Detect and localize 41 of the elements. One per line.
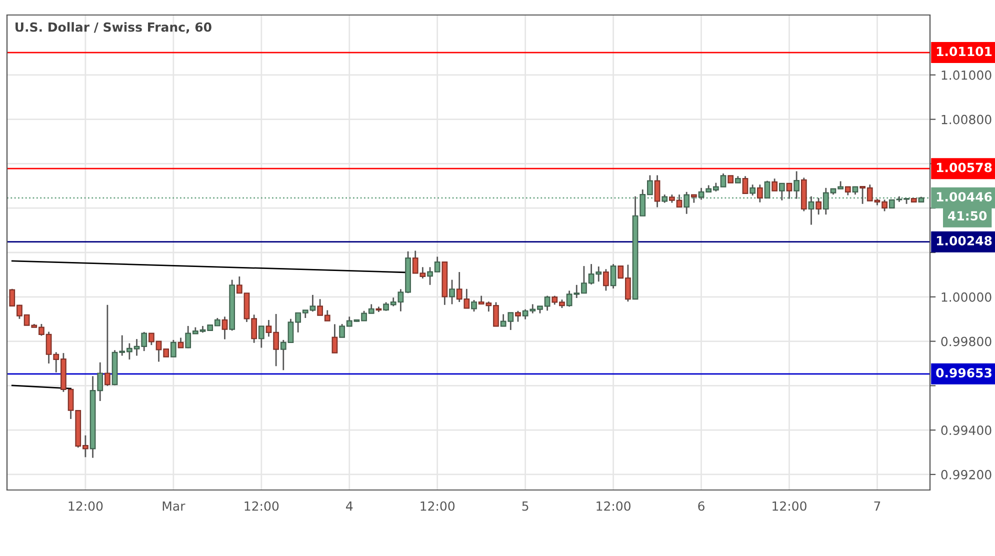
- candlestick: [515, 310, 521, 322]
- candlestick: [332, 324, 338, 354]
- ref-line-label: 1.01101: [936, 46, 992, 56]
- candlestick: [750, 184, 756, 196]
- candlestick: [610, 263, 616, 290]
- y-tick-label: 0.99800: [941, 336, 992, 346]
- x-tick-label: 4: [346, 501, 353, 511]
- y-tick-label: 1.00000: [942, 292, 992, 302]
- candlestick: [756, 184, 763, 204]
- candlestick: [654, 174, 660, 208]
- ref-line-label: 1.00578: [936, 162, 992, 172]
- candlestick: [786, 182, 792, 200]
- x-tick-label: Mar: [162, 501, 186, 511]
- x-tick-label: 12:00: [596, 501, 630, 511]
- y-tick-label: 1.00800: [942, 114, 992, 124]
- candlestick: [742, 175, 748, 194]
- y-tick-label: 1.01000: [942, 70, 992, 80]
- candlestick: [603, 268, 609, 292]
- candlestick: [178, 337, 184, 348]
- candlestick: [222, 316, 228, 340]
- ref-line-label: 1.00248: [936, 236, 992, 246]
- text: 41:50: [948, 211, 987, 220]
- candlestick: [816, 197, 822, 216]
- candlestick: [258, 325, 264, 348]
- x-tick-label: 12:00: [420, 501, 455, 511]
- ref-line-label: 1.00446: [936, 192, 992, 202]
- candlestick: [170, 339, 176, 358]
- x-tick-label: 6: [698, 501, 704, 511]
- x-tick-label: 5: [522, 501, 528, 511]
- candlestick: [104, 304, 110, 387]
- x-tick-label: 7: [874, 501, 880, 511]
- x-tick-label: 12:00: [772, 501, 806, 511]
- candlestick: [449, 279, 455, 305]
- y-tick-label: 0.99400: [941, 426, 992, 435]
- x-tick-label: 12:00: [68, 501, 103, 511]
- ref-line-label: 0.99653: [936, 368, 992, 378]
- candlestick: [772, 178, 778, 192]
- text: U.S. Dollar / Swiss Franc, 60: [16, 22, 212, 34]
- x-tick-label: 12:00: [244, 501, 279, 511]
- y-tick-label: 0.99200: [941, 470, 992, 480]
- candlestick: [471, 299, 477, 312]
